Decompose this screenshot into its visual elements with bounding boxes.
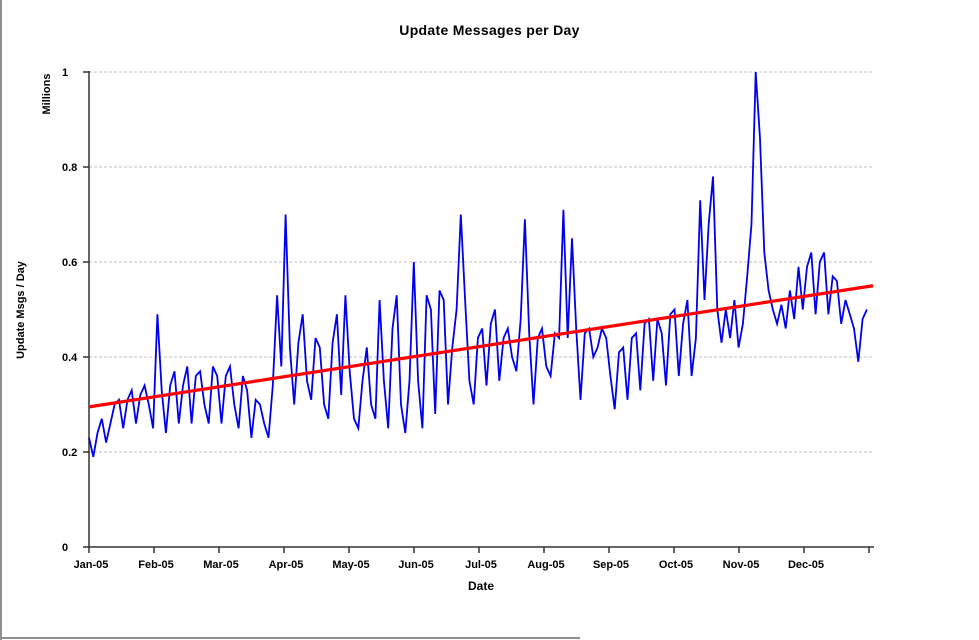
y-tick-label: 0.4 bbox=[62, 352, 78, 364]
x-tick-label: Feb-05 bbox=[138, 559, 173, 571]
x-tick-label: Aug-05 bbox=[527, 559, 564, 571]
x-axis-title: Date bbox=[467, 579, 494, 593]
y-tick-label: 0.8 bbox=[62, 162, 77, 174]
x-tick-label: Sep-05 bbox=[593, 559, 629, 571]
x-tick-label: Nov-05 bbox=[723, 559, 760, 571]
y-tick-label: 0 bbox=[62, 542, 68, 554]
y-tick-label: 0.6 bbox=[62, 257, 77, 269]
x-tick-label: May-05 bbox=[332, 559, 369, 571]
trend-line bbox=[88, 284, 874, 409]
x-tick-label: Jun-05 bbox=[398, 559, 433, 571]
x-tick-label: Jul-05 bbox=[465, 559, 497, 571]
window-border-bottom bbox=[0, 637, 580, 639]
x-tick-label: Mar-05 bbox=[203, 559, 238, 571]
y-tick-label: 0.2 bbox=[62, 447, 77, 459]
window-border-left bbox=[0, 0, 2, 640]
y-tick-label: 1 bbox=[62, 67, 68, 79]
x-tick-label: Oct-05 bbox=[659, 559, 693, 571]
daily-series-line bbox=[88, 71, 868, 457]
x-tick-label: Jan-05 bbox=[74, 559, 109, 571]
x-tick-label: Apr-05 bbox=[269, 559, 304, 571]
chart-title: Update Messages per Day bbox=[399, 22, 580, 38]
x-tick-label: Dec-05 bbox=[788, 559, 824, 571]
